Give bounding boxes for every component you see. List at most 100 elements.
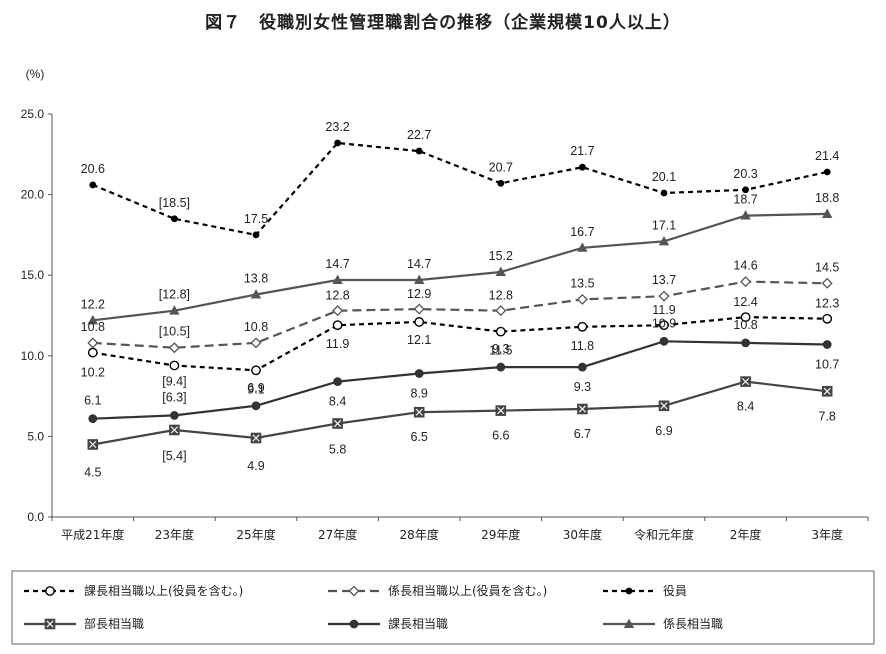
point-kakaricho bbox=[169, 305, 180, 315]
data-label-bucho: 5.8 bbox=[329, 443, 346, 457]
series-line-kacho-above bbox=[92, 315, 828, 372]
x-tick-label: 28年度 bbox=[400, 527, 439, 542]
marker-shape bbox=[625, 587, 633, 595]
legend-item-kakaricho[interactable]: 係長相当職 bbox=[603, 617, 723, 631]
point-kacho bbox=[496, 362, 506, 372]
y-tick-label: 20.0 bbox=[21, 188, 45, 202]
marker-shape bbox=[349, 619, 359, 629]
point-kakaricho bbox=[250, 289, 262, 299]
series-markers bbox=[87, 139, 833, 450]
point-bucho bbox=[250, 432, 262, 444]
data-label-kakaricho-above: 13.7 bbox=[652, 273, 676, 287]
point-bucho bbox=[169, 424, 180, 436]
marker-shape bbox=[334, 419, 342, 428]
legend-item-kakaricho-above[interactable]: 係長相当職以上(役員を含む。) bbox=[328, 583, 547, 598]
legend-marker bbox=[625, 587, 633, 595]
marker-shape bbox=[497, 179, 505, 187]
data-label-kacho-above: [9.4] bbox=[162, 374, 186, 388]
data-label-kakaricho: 16.7 bbox=[570, 225, 594, 239]
data-label-kakaricho-above: [10.5] bbox=[159, 325, 190, 339]
point-kakaricho-above bbox=[413, 303, 425, 315]
marker-shape bbox=[251, 365, 261, 376]
data-label-kakaricho: 18.8 bbox=[815, 191, 839, 205]
data-label-kacho-above: 12.3 bbox=[815, 297, 839, 311]
data-label-kacho: 8.4 bbox=[329, 395, 346, 409]
marker-shape bbox=[348, 585, 360, 597]
marker-shape bbox=[170, 426, 178, 434]
point-kacho bbox=[333, 377, 342, 386]
marker-shape bbox=[740, 210, 751, 220]
point-kakaricho bbox=[332, 274, 343, 285]
point-kakaricho bbox=[495, 266, 506, 276]
x-tick-label: 2年度 bbox=[730, 527, 762, 542]
legend-marker bbox=[349, 619, 359, 629]
data-label-kacho: 10.8 bbox=[733, 318, 757, 332]
marker-shape bbox=[169, 360, 180, 371]
data-label-kacho: 10.9 bbox=[652, 316, 676, 330]
data-label-yakuin: 21.4 bbox=[815, 149, 839, 163]
point-kacho-above bbox=[659, 320, 669, 331]
series-line-yakuin bbox=[92, 141, 828, 237]
point-bucho bbox=[332, 418, 343, 429]
marker-shape bbox=[415, 408, 423, 416]
legend-item-bucho[interactable]: 部長相当職 bbox=[24, 616, 144, 631]
legend-item-kacho-above[interactable]: 課長相当職以上(役員を含む。) bbox=[24, 583, 243, 598]
point-kacho-above bbox=[740, 312, 751, 323]
data-label-kacho-above: 11.8 bbox=[571, 339, 594, 353]
point-yakuin bbox=[334, 139, 341, 147]
x-tick-label: 平成21年度 bbox=[61, 527, 124, 542]
point-bucho bbox=[821, 385, 833, 397]
y-unit-label: (%) bbox=[26, 67, 45, 81]
legend-label: 課長相当職以上(役員を含む。) bbox=[84, 583, 243, 598]
data-label-kacho-above: 12.4 bbox=[733, 295, 757, 309]
point-kakaricho bbox=[658, 235, 670, 246]
point-kakaricho-above bbox=[821, 277, 833, 289]
marker-shape bbox=[332, 305, 344, 317]
legend-label: 役員 bbox=[663, 583, 687, 598]
legend-item-kacho[interactable]: 課長相当職 bbox=[328, 616, 448, 631]
data-label-yakuin: 20.3 bbox=[733, 167, 757, 181]
marker-shape bbox=[578, 405, 586, 413]
marker-shape bbox=[740, 276, 752, 288]
marker-shape bbox=[45, 586, 55, 596]
data-label-kakaricho-above: 12.8 bbox=[489, 289, 513, 303]
marker-shape bbox=[252, 434, 260, 442]
marker-shape bbox=[333, 377, 342, 386]
data-label-kakaricho: 14.7 bbox=[325, 257, 349, 271]
data-label-yakuin: [18.5] bbox=[159, 196, 190, 210]
data-label-kacho-above: 11.9 bbox=[652, 303, 675, 317]
marker-shape bbox=[823, 387, 831, 395]
data-label-yakuin: 20.7 bbox=[489, 160, 513, 174]
data-label-yakuin: 21.7 bbox=[570, 144, 594, 158]
marker-shape bbox=[169, 305, 180, 315]
point-kakaricho bbox=[740, 210, 751, 220]
data-label-bucho: 6.9 bbox=[655, 424, 672, 438]
marker-shape bbox=[579, 163, 586, 171]
point-kacho bbox=[251, 401, 261, 411]
legend-marker bbox=[623, 618, 635, 628]
data-label-kakaricho-above: 13.5 bbox=[570, 276, 594, 290]
data-label-kakaricho: 18.7 bbox=[733, 193, 757, 207]
marker-shape bbox=[658, 290, 670, 302]
x-tick-label: 25年度 bbox=[236, 527, 275, 542]
data-label-bucho: 6.5 bbox=[411, 430, 428, 444]
data-label-kakaricho: 15.2 bbox=[489, 249, 513, 263]
x-tick-label: 29年度 bbox=[481, 527, 520, 542]
point-kacho-above bbox=[169, 360, 180, 371]
legend-item-yakuin[interactable]: 役員 bbox=[603, 583, 687, 598]
marker-shape bbox=[415, 147, 423, 155]
point-kacho bbox=[741, 338, 750, 348]
legend-label: 課長相当職 bbox=[388, 616, 448, 631]
data-label-bucho: 7.8 bbox=[819, 409, 836, 423]
point-yakuin bbox=[415, 147, 423, 155]
series-line-kacho bbox=[92, 340, 828, 420]
marker-shape bbox=[496, 362, 506, 372]
point-kacho bbox=[414, 369, 424, 378]
point-kakaricho-above bbox=[495, 305, 507, 317]
point-yakuin bbox=[171, 215, 178, 223]
point-kacho-above bbox=[822, 313, 833, 324]
data-label-kakaricho: 13.8 bbox=[244, 272, 268, 286]
x-tick-label: 令和元年度 bbox=[634, 527, 694, 542]
